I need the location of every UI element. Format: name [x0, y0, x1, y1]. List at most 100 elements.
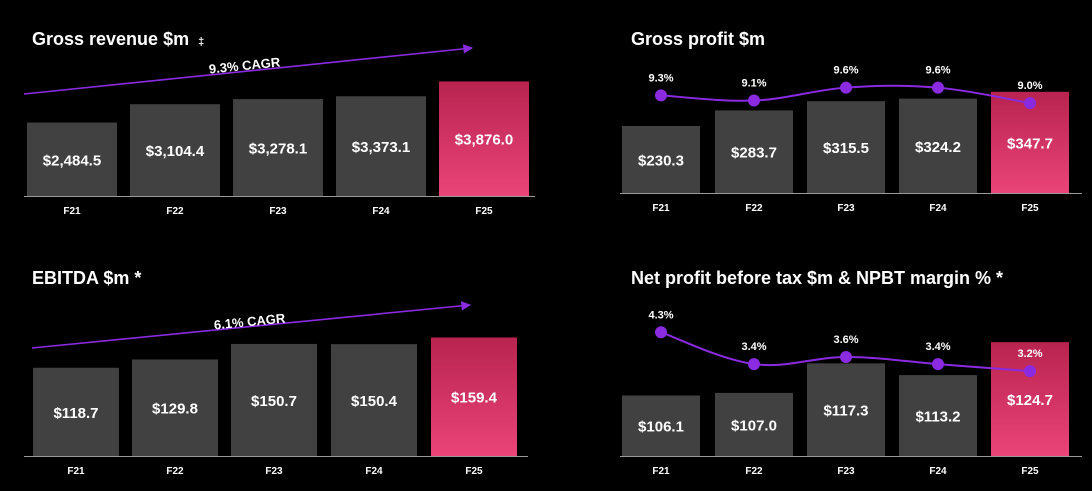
bar-f25 [431, 337, 517, 456]
bar-value-label: $150.4 [351, 393, 398, 410]
margin-point-f25 [1024, 365, 1036, 378]
margin-point-f23 [840, 351, 852, 364]
bar-f22 [132, 359, 218, 456]
bar-value-label: $129.8 [152, 401, 198, 418]
bar-f22 [130, 104, 220, 196]
bar-value-label: $347.7 [1007, 135, 1053, 152]
margin-point-f21 [655, 326, 667, 339]
npbt-chart: Net profit before tax $m & NPBT margin %… [620, 268, 1082, 477]
cagr-arrow [31, 301, 471, 349]
bar-f23 [231, 343, 317, 456]
bar-f21 [33, 367, 119, 456]
margin-point-f24 [932, 358, 944, 371]
npbt-margin-line: 4.3% 3.4% 3.6% 3.4% 3.2% [648, 309, 1043, 378]
margin-point-f24 [932, 81, 944, 94]
x-tick-label: F24 [929, 203, 947, 214]
ebitda-bars: $118.7 F21 $129.8 F22 $150.7 F23 $150.4 F24 $159… [24, 337, 528, 477]
margin-point-f25 [1024, 97, 1036, 110]
margin-point-f23 [840, 81, 852, 94]
cagr-label: 6.1% CAGR [213, 311, 286, 333]
gross-margin-line: 9.3% 9.1% 9.6% 9.6% 9.0% [648, 65, 1043, 110]
margin-point-f21 [655, 89, 667, 102]
margin-value-label: 9.6% [833, 65, 858, 77]
x-tick-label: F23 [837, 203, 855, 214]
margin-value-label: 3.2% [1017, 348, 1042, 360]
gross-revenue-chart: Gross revenue $m ‡ $2,484.5 F21 $3,104.4 F2… [23, 29, 535, 217]
x-tick-label: F25 [475, 206, 493, 217]
x-tick-label: F23 [265, 466, 283, 477]
x-tick-label: F21 [67, 466, 85, 477]
bar-f21 [622, 395, 700, 456]
margin-value-label: 9.1% [741, 78, 766, 90]
bar-f24 [336, 96, 426, 196]
bar-f23 [807, 363, 885, 456]
npbt-title: Net profit before tax $m & NPBT margin %… [631, 268, 1003, 288]
bar-value-label: $230.3 [638, 152, 684, 169]
x-tick-label: F25 [1021, 466, 1039, 477]
bar-value-label: $150.7 [251, 393, 297, 410]
x-tick-label: F22 [745, 203, 763, 214]
x-tick-label: F25 [1021, 203, 1039, 214]
bar-value-label: $3,876.0 [455, 132, 513, 149]
margin-point-f22 [748, 94, 760, 107]
bar-f23 [233, 99, 323, 196]
ebitda-chart: EBITDA $m * $118.7F21$129.8F22$150.7F23$… [24, 268, 528, 477]
bar-value-label: $3,104.4 [146, 143, 205, 160]
bar-value-label: $124.7 [1007, 392, 1053, 409]
x-tick-label: F21 [652, 203, 670, 214]
gross-revenue-cagr: 9.3% CAGR [23, 44, 473, 95]
bar-f24 [899, 375, 977, 456]
margin-value-label: 4.3% [648, 309, 673, 321]
bar-f22 [715, 110, 793, 193]
x-tick-label: F25 [465, 466, 483, 477]
title-footnote-mark: ‡ [198, 36, 204, 48]
bar-value-label: $2,484.5 [43, 152, 101, 169]
bar-f21 [27, 122, 117, 196]
x-tick-label: F22 [166, 466, 184, 477]
margin-value-label: 3.4% [741, 341, 766, 353]
bar-value-label: $113.2 [915, 409, 960, 426]
bar-f23 [807, 101, 885, 193]
bar-value-label: $106.1 [638, 419, 684, 436]
margin-value-label: 9.3% [648, 72, 673, 84]
bar-f22 [715, 392, 793, 456]
bar-value-label: $3,373.1 [352, 139, 410, 156]
margin-value-label: 3.6% [833, 334, 858, 346]
bar-value-label: $3,278.1 [249, 141, 307, 158]
margin-value-label: 9.6% [925, 65, 950, 77]
x-tick-label: F24 [929, 466, 947, 477]
bar-value-label: $118.7 [53, 405, 98, 422]
gross-revenue-title: Gross revenue $m ‡ [32, 29, 204, 49]
gross-profit-chart: Gross profit $m $230.3 F21 $283.7 F22 $315.5… [620, 29, 1082, 214]
bar-value-label: $324.2 [915, 139, 961, 156]
cagr-label: 9.3% CAGR [208, 54, 281, 76]
margin-point-f22 [748, 358, 760, 371]
bar-f25 [439, 81, 529, 196]
x-tick-label: F23 [837, 466, 855, 477]
gross-revenue-bars: $2,484.5 F21 $3,104.4 F22 $3,278.1 F23 $3,373.… [24, 81, 535, 217]
bar-value-label: $315.5 [823, 140, 869, 157]
bar-f21 [622, 125, 700, 193]
gross-profit-title: Gross profit $m [631, 29, 765, 49]
x-tick-label: F22 [166, 206, 184, 217]
bar-value-label: $107.0 [731, 417, 777, 434]
cagr-arrow [23, 44, 473, 95]
x-tick-label: F21 [63, 206, 81, 217]
x-tick-label: F21 [652, 466, 670, 477]
bar-f24 [331, 344, 417, 456]
bar-f25 [991, 342, 1069, 456]
x-tick-label: F24 [372, 206, 390, 217]
ebitda-cagr: 6.1% CAGR [31, 301, 471, 349]
gross-profit-bars: $230.3 F21 $283.7 F22 $315.5 F23 $324.2 F24 $347… [620, 91, 1082, 214]
margin-value-label: 3.4% [925, 341, 950, 353]
margin-value-label: 9.0% [1017, 80, 1042, 92]
ebitda-title: EBITDA $m * [32, 268, 141, 288]
x-tick-label: F22 [745, 466, 763, 477]
bar-value-label: $159.4 [451, 390, 498, 407]
x-tick-label: F24 [365, 466, 383, 477]
npbt-bars: $106.1 F21 $107.0 F22 $117.3 F23 $113.2 F24 $124… [620, 342, 1082, 477]
bar-f24 [899, 98, 977, 193]
x-tick-label: F23 [269, 206, 287, 217]
bar-value-label: $117.3 [823, 403, 868, 420]
